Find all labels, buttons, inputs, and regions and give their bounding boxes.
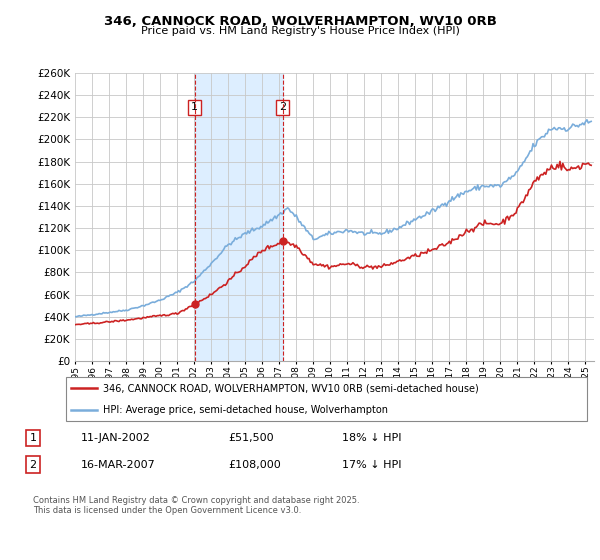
Text: 16-MAR-2007: 16-MAR-2007 [81, 460, 156, 470]
Text: 17% ↓ HPI: 17% ↓ HPI [342, 460, 401, 470]
Text: 346, CANNOCK ROAD, WOLVERHAMPTON, WV10 0RB (semi-detached house): 346, CANNOCK ROAD, WOLVERHAMPTON, WV10 0… [103, 383, 478, 393]
Text: £51,500: £51,500 [228, 433, 274, 443]
Bar [194, 73, 283, 361]
Text: £108,000: £108,000 [228, 460, 281, 470]
Text: HPI: Average price, semi-detached house, Wolverhampton: HPI: Average price, semi-detached house,… [103, 405, 388, 415]
Text: 346, CANNOCK ROAD, WOLVERHAMPTON, WV10 0RB: 346, CANNOCK ROAD, WOLVERHAMPTON, WV10 0… [104, 15, 496, 28]
Text: 1: 1 [191, 102, 198, 113]
Text: 2: 2 [279, 102, 286, 113]
Text: Contains HM Land Registry data © Crown copyright and database right 2025.
This d: Contains HM Land Registry data © Crown c… [33, 496, 359, 515]
Text: Price paid vs. HM Land Registry's House Price Index (HPI): Price paid vs. HM Land Registry's House … [140, 26, 460, 36]
Text: 2: 2 [29, 460, 37, 470]
Text: 18% ↓ HPI: 18% ↓ HPI [342, 433, 401, 443]
FancyBboxPatch shape [65, 377, 587, 421]
Text: 11-JAN-2002: 11-JAN-2002 [81, 433, 151, 443]
Text: 1: 1 [29, 433, 37, 443]
